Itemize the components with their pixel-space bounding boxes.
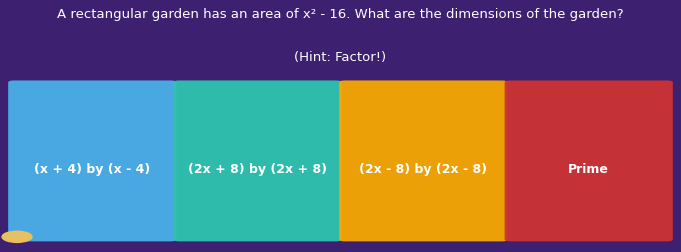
Text: (2x + 8) by (2x + 8): (2x + 8) by (2x + 8) [188, 163, 328, 176]
FancyBboxPatch shape [339, 81, 507, 241]
FancyBboxPatch shape [505, 81, 673, 241]
FancyBboxPatch shape [8, 81, 176, 241]
Text: Prime: Prime [568, 163, 609, 176]
Text: A rectangular garden has an area of x² - 16. What are the dimensions of the gard: A rectangular garden has an area of x² -… [57, 8, 624, 20]
Text: (Hint: Factor!): (Hint: Factor!) [294, 50, 387, 63]
Text: (x + 4) by (x - 4): (x + 4) by (x - 4) [34, 163, 151, 176]
Text: (2x - 8) by (2x - 8): (2x - 8) by (2x - 8) [360, 163, 487, 176]
Circle shape [2, 231, 32, 242]
FancyBboxPatch shape [174, 81, 342, 241]
